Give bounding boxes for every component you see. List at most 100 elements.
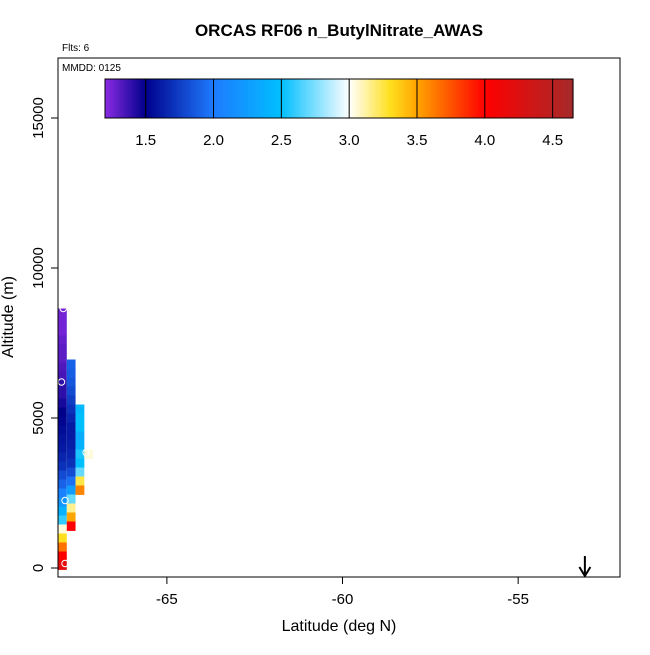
heatmap-cell <box>66 512 76 522</box>
heatmap-cell <box>58 515 67 525</box>
colorbar-segment <box>445 79 449 118</box>
colorbar-segment <box>263 79 267 118</box>
colorbar-segment <box>268 79 272 118</box>
colorbar-segment <box>357 79 361 118</box>
heatmap-cell <box>58 506 67 516</box>
colorbar-segment <box>536 79 540 118</box>
colorbar-segment <box>380 79 384 118</box>
date-note: MMDD: 0125 <box>62 63 121 74</box>
colorbar-segment <box>378 79 382 118</box>
colorbar-segment <box>359 79 363 118</box>
colorbar-segment <box>339 79 343 118</box>
colorbar-segment <box>224 79 228 118</box>
colorbar-segment <box>237 79 241 118</box>
colorbar-segment <box>482 79 486 118</box>
colorbar-segment <box>547 79 551 118</box>
colorbar-segment <box>105 79 109 118</box>
colorbar-segment <box>149 79 153 118</box>
heatmap-cell <box>58 443 67 453</box>
colorbar-segment <box>432 79 436 118</box>
colorbar-segment <box>346 79 350 118</box>
colorbar-segment <box>214 79 218 118</box>
heatmap-cell <box>58 461 67 471</box>
colorbar-segment <box>188 79 192 118</box>
heatmap-cell <box>75 458 85 468</box>
colorbar-segment <box>136 79 140 118</box>
colorbar-segment <box>289 79 293 118</box>
colorbar-segment <box>206 79 210 118</box>
colorbar-segment <box>328 79 332 118</box>
heatmap-cell <box>58 371 67 381</box>
colorbar-segment <box>388 79 392 118</box>
colorbar-segment <box>110 79 114 118</box>
colorbar-segment <box>435 79 439 118</box>
colorbar-segment <box>242 79 246 118</box>
colorbar-segment <box>362 79 366 118</box>
colorbar-segment <box>544 79 548 118</box>
heatmap-cell <box>58 335 67 345</box>
down-arrow-head-icon <box>578 566 592 578</box>
colorbar-segment <box>248 79 252 118</box>
heatmap-cell <box>66 458 76 468</box>
heatmap-cell <box>66 377 76 387</box>
colorbar-tick-label: 3.0 <box>339 132 360 149</box>
colorbar-segment <box>354 79 358 118</box>
heatmap-cell <box>58 398 67 408</box>
colorbar-segment <box>458 79 462 118</box>
colorbar-segment <box>313 79 317 118</box>
colorbar-segment <box>216 79 220 118</box>
colorbar-segment <box>159 79 163 118</box>
colorbar-segment <box>209 79 213 118</box>
colorbar-segment <box>326 79 330 118</box>
colorbar-segment <box>235 79 239 118</box>
heatmap-cell <box>75 449 85 459</box>
heatmap-cell <box>75 467 85 477</box>
x-tick-label: -55 <box>507 591 529 608</box>
colorbar-segment <box>476 79 480 118</box>
heatmap-cell <box>75 404 85 414</box>
colorbar-tick-label: 2.0 <box>203 132 224 149</box>
colorbar-segment <box>367 79 371 118</box>
colorbar-segment <box>336 79 340 118</box>
colorbar-segment <box>203 79 207 118</box>
colorbar-segment <box>463 79 467 118</box>
heatmap-cell <box>66 467 76 477</box>
colorbar-segment <box>344 79 348 118</box>
colorbar-segment <box>443 79 447 118</box>
colorbar-segment <box>370 79 374 118</box>
colorbar-segment <box>487 79 491 118</box>
heatmap-cell <box>66 449 76 459</box>
colorbar-segment <box>255 79 259 118</box>
flights-note: Flts: 6 <box>62 43 90 54</box>
heatmap-cell <box>58 551 67 561</box>
colorbar-segment <box>232 79 236 118</box>
heatmap-cell <box>75 422 85 432</box>
colorbar-segment <box>565 79 569 118</box>
colorbar-segment <box>279 79 283 118</box>
colorbar-segment <box>276 79 280 118</box>
heatmap-cell <box>58 533 67 543</box>
colorbar-segment <box>300 79 304 118</box>
colorbar-segment <box>183 79 187 118</box>
colorbar-segment <box>318 79 322 118</box>
colorbar-segment <box>474 79 478 118</box>
heatmap-cell <box>66 521 76 531</box>
colorbar-segment <box>562 79 566 118</box>
colorbar-segment <box>539 79 543 118</box>
colorbar-segment <box>258 79 262 118</box>
colorbar-segment <box>513 79 517 118</box>
colorbar-segment <box>118 79 122 118</box>
y-tick-label: 0 <box>30 564 47 572</box>
heatmap-cells <box>58 308 94 570</box>
y-tick-label: 5000 <box>30 401 47 434</box>
colorbar-segment <box>502 79 506 118</box>
colorbar-segment <box>185 79 189 118</box>
colorbar-segment <box>107 79 111 118</box>
colorbar-segment <box>521 79 525 118</box>
colorbar-frame <box>104 78 574 119</box>
colorbar-segment <box>120 79 124 118</box>
colorbar-segment <box>227 79 231 118</box>
heatmap-cell <box>58 344 67 354</box>
colorbar-segment <box>489 79 493 118</box>
